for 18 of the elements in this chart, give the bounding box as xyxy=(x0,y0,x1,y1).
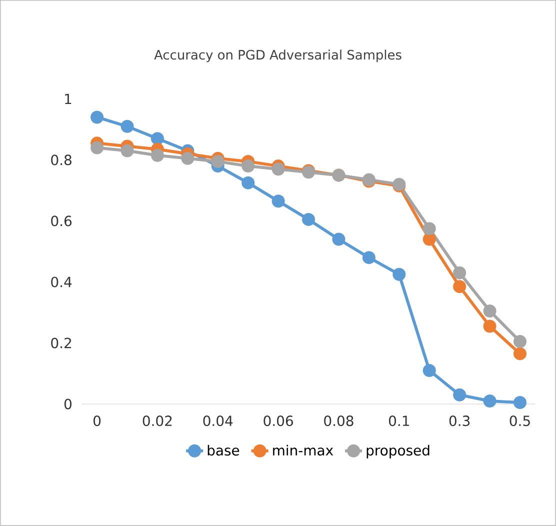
legend-label: min-max xyxy=(273,444,334,456)
x-tick-label: 0.5 xyxy=(510,416,530,426)
x-tick-label: 0.3 xyxy=(449,416,470,426)
x-tick-label: 0.06 xyxy=(264,416,293,426)
legend-label: proposed xyxy=(366,444,430,458)
x-tick-label: 0.08 xyxy=(324,416,354,426)
y-tick-label: 1 xyxy=(65,94,72,104)
x-tick-label: 0 xyxy=(94,416,101,426)
x-tick-label: 0.1 xyxy=(388,416,409,426)
y-tick-label: 0.8 xyxy=(51,154,72,166)
legend-label: base xyxy=(208,444,240,456)
x-tick-label: 0.02 xyxy=(142,416,172,426)
y-tick-label: 0.6 xyxy=(51,216,72,226)
y-tick-label: 0 xyxy=(64,398,72,410)
y-tick-label: 0.2 xyxy=(51,338,72,348)
x-tick-label: 0.04 xyxy=(203,416,233,426)
chart-title: Accuracy on PGD Adversarial Samples xyxy=(154,50,402,62)
y-tick-label: 0.4 xyxy=(51,276,72,288)
